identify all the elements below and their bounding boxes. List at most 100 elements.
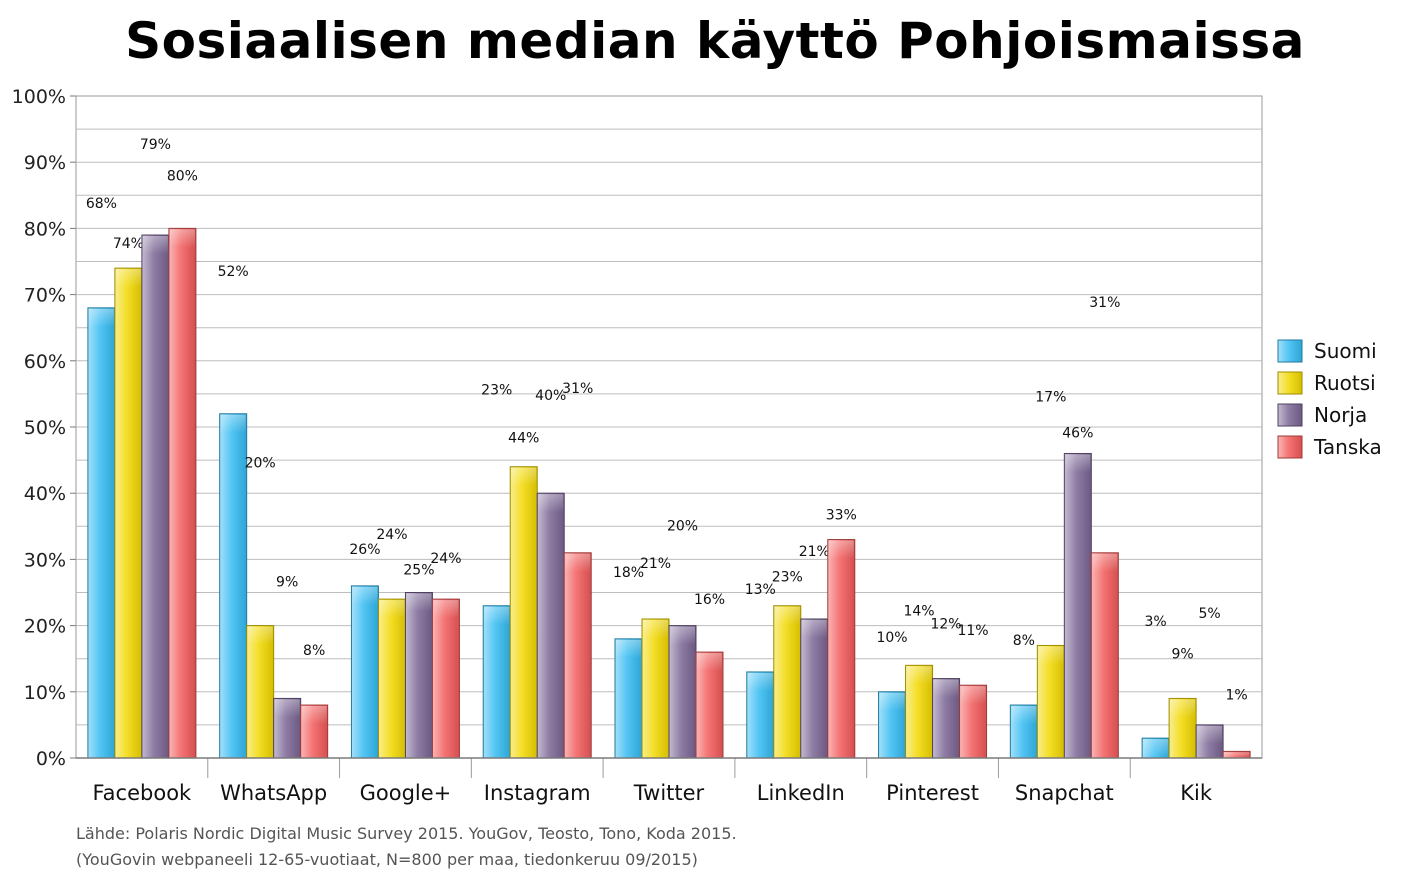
value-label: 5%: [1199, 606, 1221, 622]
value-label: 20%: [245, 456, 276, 472]
bar-highlight: [511, 467, 537, 486]
x-tick-label: Instagram: [484, 781, 591, 805]
value-label: 20%: [667, 519, 698, 535]
bar-tanska-snapchat: [1090, 552, 1119, 759]
value-label: 18%: [613, 565, 644, 581]
bar-highlight: [933, 679, 959, 698]
bar-ruotsi-googleplus: [377, 598, 406, 759]
bar-ruotsi-twitter: [641, 618, 670, 759]
value-label: 8%: [303, 643, 325, 659]
x-tick-label: Snapchat: [1015, 781, 1114, 805]
x-tick-label: Google+: [360, 781, 452, 805]
y-tick-label: 70%: [24, 285, 66, 307]
value-label: 44%: [508, 431, 539, 447]
bar-highlight: [1065, 454, 1091, 473]
bar-norja-googleplus: [404, 592, 433, 759]
bar-norja-facebook: [141, 234, 170, 759]
y-tick-label: 0%: [36, 748, 66, 770]
value-label: 16%: [694, 592, 725, 608]
value-label: 68%: [86, 196, 117, 212]
value-label: 74%: [113, 236, 144, 252]
y-tick-label: 100%: [12, 86, 66, 108]
bar-norja-twitter: [668, 625, 697, 759]
value-label: 17%: [1035, 389, 1066, 405]
bar-highlight: [1092, 553, 1118, 572]
bar-highlight: [379, 600, 405, 619]
value-label: 9%: [1172, 646, 1194, 662]
y-tick-label: 10%: [24, 682, 66, 704]
source-line-1: Lähde: Polaris Nordic Digital Music Surv…: [76, 824, 737, 843]
legend-label-suomi: Suomi: [1314, 339, 1377, 363]
bar-highlight: [220, 414, 246, 433]
y-tick-label: 20%: [24, 616, 66, 638]
bar-highlight: [879, 692, 905, 711]
value-label: 1%: [1226, 687, 1248, 703]
bar-highlight: [88, 308, 114, 327]
value-label: 52%: [218, 264, 249, 280]
y-tick-label: 40%: [24, 483, 66, 505]
bar-highlight: [274, 699, 300, 718]
bar-tanska-facebook: [168, 227, 197, 759]
value-label: 31%: [1089, 295, 1120, 311]
value-label: 25%: [403, 563, 434, 579]
bar-ruotsi-facebook: [114, 267, 143, 759]
x-tick-label: LinkedIn: [757, 781, 845, 805]
value-label: 40%: [535, 388, 566, 404]
source-line-2: (YouGovin webpaneeli 12-65-vuotiaat, N=8…: [76, 850, 698, 869]
x-tick-label: WhatsApp: [220, 781, 327, 805]
bar-highlight: [565, 553, 591, 572]
legend-label-ruotsi: Ruotsi: [1314, 371, 1376, 395]
x-tick-label: Pinterest: [886, 781, 979, 805]
bar-highlight: [1170, 699, 1196, 718]
legend-label-norja: Norja: [1314, 403, 1367, 427]
bar-highlight: [142, 236, 168, 255]
bar-highlight: [1143, 739, 1169, 757]
value-label: 24%: [376, 527, 407, 543]
value-label: 3%: [1145, 614, 1167, 630]
bar-highlight: [670, 626, 695, 645]
bar-highlight: [747, 672, 773, 691]
y-tick-label: 50%: [24, 417, 66, 439]
chart-title: Sosiaalisen median käyttö Pohjoismaissa: [125, 12, 1305, 70]
bar-highlight: [1038, 646, 1064, 665]
value-label: 11%: [957, 623, 988, 639]
bar-highlight: [616, 639, 641, 658]
x-tick-label: Twitter: [633, 781, 705, 805]
bar-suomi-facebook: [87, 307, 116, 759]
bar-highlight: [301, 706, 327, 725]
bar-norja-instagram: [536, 492, 565, 759]
legend-swatch-ruotsi: [1277, 371, 1303, 395]
value-label: 46%: [1062, 425, 1093, 441]
value-label: 23%: [481, 383, 512, 399]
bar-highlight: [960, 686, 986, 705]
bar-suomi-whatsapp: [219, 413, 248, 759]
value-label: 10%: [876, 630, 907, 646]
bar-ruotsi-instagram: [509, 466, 538, 759]
bar-highlight: [433, 600, 459, 619]
value-label: 8%: [1013, 633, 1035, 649]
bar-highlight: [115, 269, 141, 288]
bar-highlight: [1224, 752, 1250, 757]
bar-highlight: [352, 586, 378, 605]
value-label: 24%: [430, 551, 461, 567]
bar-suomi-googleplus: [350, 585, 379, 759]
value-label: 12%: [930, 617, 961, 633]
y-tick-label: 90%: [24, 152, 66, 174]
bar-tanska-googleplus: [431, 598, 460, 759]
legend-swatch-tanska: [1277, 435, 1303, 459]
value-label: 79%: [140, 137, 171, 153]
bar-highlight: [774, 606, 800, 625]
value-label: 21%: [799, 544, 830, 560]
bar-highlight: [1197, 725, 1223, 744]
bar-highlight: [801, 619, 827, 638]
bar-highlight: [1011, 706, 1037, 725]
value-label: 21%: [640, 556, 671, 572]
bar-highlight: [643, 619, 668, 638]
bar-tanska-linkedin: [827, 539, 856, 759]
value-label: 26%: [349, 542, 380, 558]
bar-ruotsi-whatsapp: [246, 625, 275, 759]
value-label: 31%: [562, 381, 593, 397]
y-tick-label: 80%: [24, 218, 66, 240]
bar-highlight: [828, 540, 854, 559]
